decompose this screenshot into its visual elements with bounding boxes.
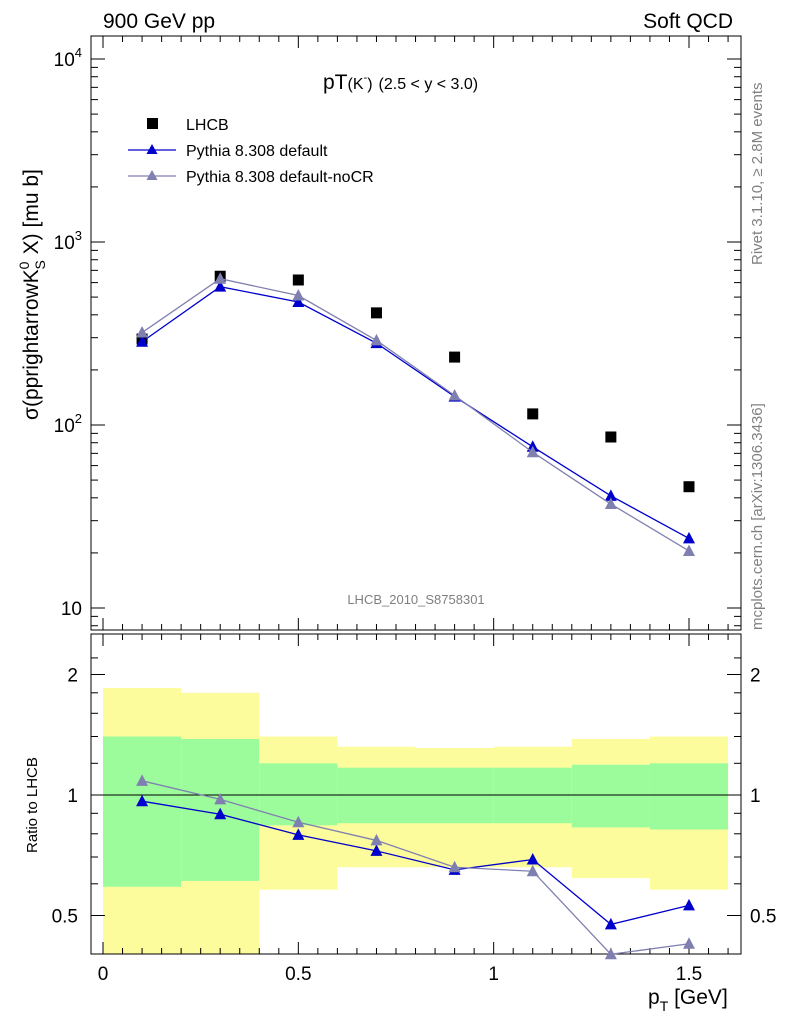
default-point (604, 489, 617, 501)
ratio-default-point (604, 917, 617, 930)
ratio-y-tick-label-right: 2 (750, 666, 761, 687)
nocr-point (136, 326, 149, 338)
legend-marker-nocr (146, 170, 158, 180)
ratio-nocr-point (370, 833, 383, 846)
ratio-nocr-point (683, 937, 695, 949)
nocr-point (370, 333, 383, 346)
ratio-nocr-line (141, 780, 690, 955)
y-tick-label: 103 (54, 228, 82, 254)
plot-title: pT(K-) (2.5 < y < 3.0) (323, 71, 478, 94)
xlabel-main: p (648, 986, 660, 1009)
green-band-bin (649, 763, 729, 830)
plot-title-main: pT (323, 71, 348, 94)
lhcb-point (292, 274, 304, 286)
xlabel-sub: T (660, 998, 669, 1014)
ratio-nocr-point (136, 774, 149, 786)
ratio-y-tick-label-right: 1 (750, 786, 761, 807)
ylabel-main-sub: S (32, 260, 48, 269)
ratio-series (136, 774, 695, 960)
legend-label-lhcb: LHCB (186, 117, 229, 134)
ratio-nocr-point (604, 947, 617, 960)
default-point (214, 280, 227, 292)
mcplots-label: mcplots.cern.ch [arXiv:1306.3436] (749, 403, 766, 630)
ratio-nocr-point (292, 815, 305, 828)
y-tick-label: 10 (61, 599, 82, 620)
legend-marker-lhcb (147, 118, 158, 129)
x-tick-label: 0.5 (285, 964, 311, 985)
x-tick-label: 1.5 (676, 964, 702, 985)
default-point (136, 335, 149, 347)
lhcb-point (449, 351, 461, 363)
ratio-default-point (526, 853, 539, 865)
lhcb-point (605, 431, 617, 443)
ylabel-main-tail: X) [mu b] (20, 169, 43, 260)
ylabel-main: σ(pprightarrowK0S X) [mu b] (16, 169, 48, 420)
ratio-y-tick-label-left: 1 (67, 786, 78, 807)
xlabel-tail: [GeV] (668, 986, 728, 1009)
header-right: Soft QCD (643, 10, 733, 33)
ylabel-main-text: σ(pprightarrowK (20, 269, 43, 420)
y-tick-label: 104 (54, 45, 82, 71)
default-point (292, 295, 305, 308)
nocr-line (141, 278, 690, 552)
plot-title-particle: (K (348, 76, 364, 93)
plot-title-close: ) (367, 76, 372, 93)
nocr-point (683, 544, 695, 556)
nocr-point (214, 272, 227, 284)
lhcb-point (527, 408, 539, 420)
ratio-y-tick-label-right: 0.5 (750, 907, 776, 928)
analysis-label: LHCB_2010_S8758301 (347, 592, 484, 607)
legend: LHCB Pythia 8.308 default Pythia 8.308 d… (128, 117, 374, 186)
ylabel-ratio: Ratio to LHCB (24, 757, 41, 853)
ratio-default-point (136, 794, 149, 807)
ratio-default-point (370, 844, 383, 856)
ratio-nocr-point (448, 860, 461, 873)
nocr-point (292, 289, 305, 301)
ratio-bands (103, 688, 729, 954)
ratio-default-point (292, 828, 305, 840)
ratio-y-tick-label-left: 2 (67, 666, 78, 687)
ratio-default-point (214, 807, 227, 820)
header-left: 900 GeV pp (103, 10, 215, 33)
rivet-label: Rivet 3.1.10, ≥ 2.8M events (749, 83, 766, 266)
lhcb-point (683, 481, 695, 493)
green-band-bin (571, 764, 650, 828)
ylabel-main-sup: 0 (16, 261, 32, 269)
nocr-point (604, 497, 617, 510)
nocr-point (526, 445, 539, 458)
ratio-default-point (683, 898, 695, 911)
nocr-point (448, 388, 461, 401)
xlabel: pT [GeV] (648, 986, 728, 1014)
default-point (683, 531, 695, 544)
ratio-default-line (141, 800, 690, 926)
y-tick-label: 102 (54, 411, 82, 437)
main-series (136, 270, 695, 556)
ratio-nocr-point (214, 792, 227, 805)
plot-title-sup: - (364, 72, 368, 84)
x-tick-label: 1 (488, 964, 499, 985)
tick-labels: 0 0.5 1 1.5 10 102 103 104 0.5 0.5 1 1 2 2 (52, 45, 777, 985)
plot-title-range: (2.5 < y < 3.0) (379, 76, 479, 93)
x-tick-label: 0 (98, 964, 109, 985)
lhcb-point (370, 307, 382, 319)
legend-marker-default (146, 144, 158, 154)
legend-label-default: Pythia 8.308 default (186, 143, 328, 160)
default-line (141, 285, 690, 539)
ratio-y-tick-label-left: 0.5 (52, 907, 78, 928)
ratio-nocr-point (526, 864, 539, 877)
green-band-bin (103, 736, 182, 887)
legend-label-nocr: Pythia 8.308 default-noCR (186, 169, 374, 186)
